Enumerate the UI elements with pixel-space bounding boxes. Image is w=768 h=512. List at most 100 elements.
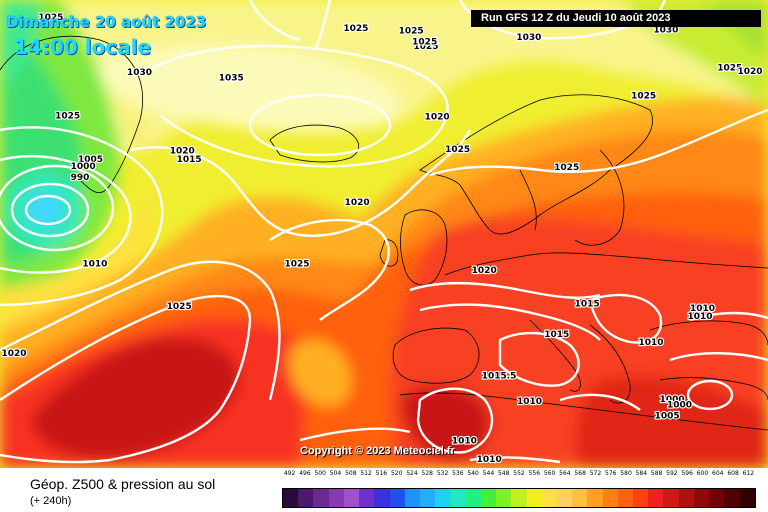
pressure-label: 1030 <box>516 33 541 43</box>
forecast-date: Dimanche 20 août 2023 <box>6 13 207 31</box>
legend-value: 524 <box>406 470 418 477</box>
legend-value: 604 <box>712 470 724 477</box>
legend-swatch <box>709 489 725 507</box>
legend-value: 584 <box>635 470 648 477</box>
model-run-info: Run GFS 12 Z du Jeudi 10 août 2023 <box>471 10 761 27</box>
legend-value: 612 <box>742 470 755 477</box>
pressure-label: 1020 <box>170 146 195 156</box>
legend-value: 504 <box>329 470 342 477</box>
legend-swatch <box>541 489 557 507</box>
legend-value: 540 <box>467 470 479 477</box>
legend-value: 596 <box>681 470 693 477</box>
legend-swatch <box>313 489 329 507</box>
pressure-label: 1025 <box>413 42 438 52</box>
legend-swatch <box>389 489 405 507</box>
legend-swatch <box>343 489 360 507</box>
legend-swatch <box>739 489 755 507</box>
legend-swatch <box>465 489 481 507</box>
pressure-label: 1020 <box>345 198 370 208</box>
pressure-label: 1010 <box>517 397 542 407</box>
legend-value: 580 <box>620 470 632 477</box>
pressure-label: 1005 <box>78 155 103 165</box>
legend-swatch <box>374 489 390 507</box>
legend-value: 576 <box>605 470 617 477</box>
pressure-label: 1015 <box>177 155 202 165</box>
coastlines <box>0 35 768 431</box>
legend-swatch <box>450 489 466 507</box>
legend-swatch <box>724 489 740 507</box>
pressure-label: 1025 <box>412 38 437 48</box>
legend-value: 516 <box>375 470 388 477</box>
legend-value: 572 <box>589 470 602 477</box>
pressure-label: 990 <box>71 173 90 183</box>
pressure-label: 1020 <box>472 266 497 276</box>
legend-swatch <box>572 489 588 507</box>
legend-swatch <box>602 489 618 507</box>
legend-value: 508 <box>345 470 357 477</box>
legend-labels: 492 496 500 504 508 512 516 520 524 528 532 536 540 5… <box>282 470 756 484</box>
legend-swatch <box>480 489 497 507</box>
pressure-label: 1015 <box>544 330 569 340</box>
pressure-label: 1020 <box>1 349 26 359</box>
legend-value: 548 <box>497 470 510 477</box>
pressure-label: 1025 <box>167 302 192 312</box>
legend-swatch <box>435 489 451 507</box>
legend-value: 532 <box>436 470 449 477</box>
legend-value: 592 <box>666 470 678 477</box>
legend-value: 536 <box>452 470 464 477</box>
legend-swatch <box>404 489 420 507</box>
legend-swatch <box>283 489 299 507</box>
pressure-label: 1000 <box>667 401 692 411</box>
pressure-label: 1010 <box>452 436 477 446</box>
legend-bar <box>282 488 756 508</box>
legend-value: 512 <box>360 470 372 477</box>
legend-value: 560 <box>543 470 556 477</box>
forecast-time: 14:00 locale <box>14 35 151 59</box>
legend-swatch <box>663 489 679 507</box>
pressure-label: 1025 <box>631 91 656 101</box>
pressure-label: 1010 <box>690 304 715 314</box>
pressure-label: 1000 <box>660 395 685 405</box>
legend-value: 520 <box>390 470 403 477</box>
legend-value: 564 <box>559 470 571 477</box>
color-legend: 492 496 500 504 508 512 516 520 524 528 532 536 540 5… <box>282 470 756 510</box>
pressure-label: 1025 <box>554 163 579 173</box>
legend-value: 556 <box>528 470 541 477</box>
pressure-label: 1025 <box>55 112 80 122</box>
legend-value: 608 <box>727 470 739 477</box>
pressure-label: 1020 <box>737 67 762 77</box>
map-title: Géop. Z500 & pression au sol <box>30 476 216 492</box>
pressure-label: 1015.5 <box>482 371 517 381</box>
legend-swatch <box>678 489 694 507</box>
pressure-label: 1030 <box>127 68 152 78</box>
legend-value: 600 <box>696 470 709 477</box>
legend-swatch <box>633 489 649 507</box>
pressure-label: 1035 <box>219 74 244 84</box>
pressure-label: 1025 <box>38 13 63 23</box>
footer: Géop. Z500 & pression au sol (+ 240h) 49… <box>0 468 768 512</box>
legend-value: 568 <box>574 470 586 477</box>
pressure-label: 1010 <box>82 259 107 269</box>
legend-swatch <box>648 489 664 507</box>
pressure-label: 1025 <box>717 63 742 73</box>
pressure-label: 1025 <box>445 145 470 155</box>
pressure-label: 1015 <box>575 300 600 310</box>
legend-swatch <box>419 489 436 507</box>
pressure-label: 1010 <box>687 312 712 322</box>
legend-swatch <box>617 489 634 507</box>
legend-swatch <box>526 489 542 507</box>
pressure-label: 1000 <box>71 162 96 172</box>
legend-swatch <box>328 489 344 507</box>
copyright-notice: Copyright © 2023 Meteociel.fr <box>300 445 455 457</box>
pressure-label: 1025 <box>284 259 309 269</box>
legend-swatch <box>511 489 527 507</box>
legend-value: 544 <box>482 470 495 477</box>
legend-swatch <box>556 489 573 507</box>
legend-swatch <box>496 489 512 507</box>
pressure-label: 1010 <box>638 338 663 348</box>
legend-swatch <box>298 489 314 507</box>
legend-value: 588 <box>650 470 663 477</box>
